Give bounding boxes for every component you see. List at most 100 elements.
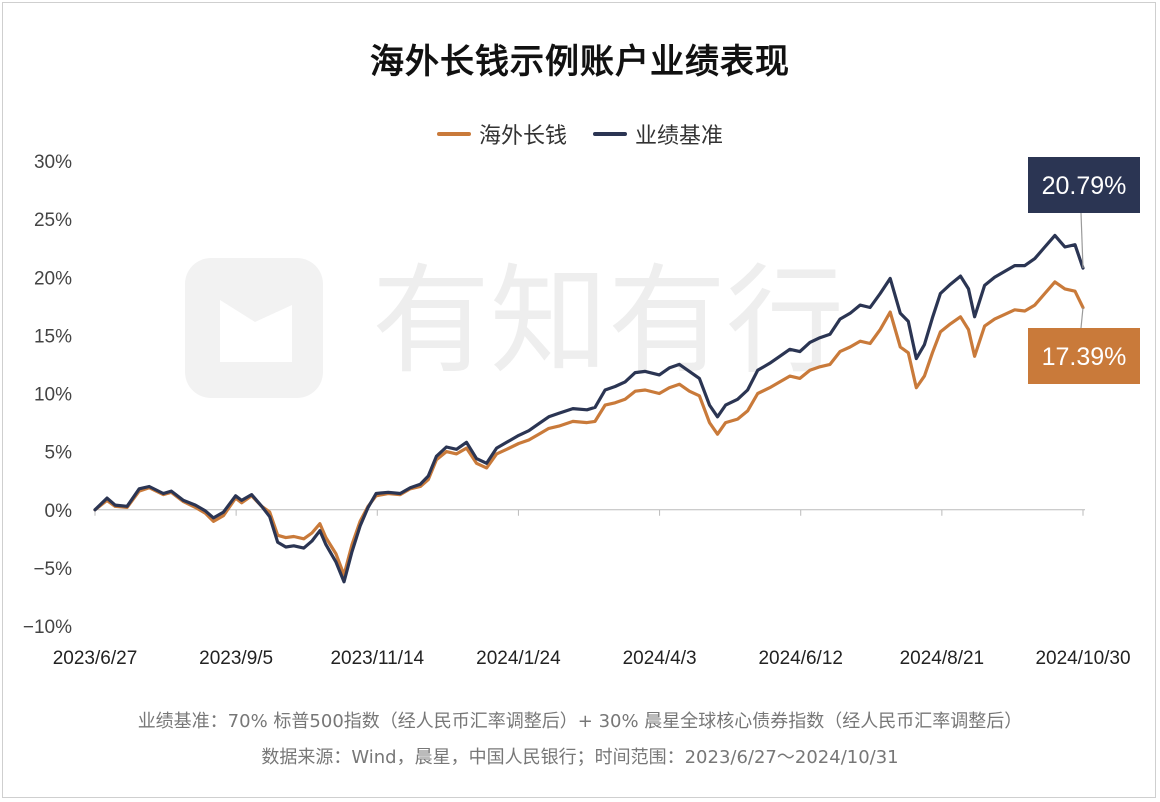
series-point-0 — [1014, 309, 1016, 311]
series-point-1 — [387, 491, 389, 493]
y-tick-label: 25% — [34, 210, 72, 231]
series-point-0 — [604, 404, 606, 406]
series-point-0 — [548, 427, 550, 429]
series-point-0 — [351, 544, 353, 546]
series-point-1 — [819, 337, 821, 339]
series-point-1 — [1064, 246, 1066, 248]
series-point-0 — [303, 538, 305, 540]
series-point-0 — [809, 369, 811, 371]
series-point-1 — [634, 371, 636, 374]
series-point-1 — [594, 406, 596, 409]
series-point-0 — [496, 453, 498, 455]
series-point-0 — [839, 351, 841, 353]
y-tick-label: 15% — [34, 326, 72, 347]
series-point-1 — [839, 318, 841, 320]
series-point-0 — [678, 383, 680, 385]
series-point-0 — [212, 520, 215, 522]
series-point-0 — [869, 342, 871, 345]
series-point-0 — [819, 366, 821, 368]
series-point-0 — [586, 421, 588, 424]
series-point-0 — [668, 387, 670, 389]
x-tick-label: 2024/1/24 — [476, 648, 561, 669]
series-point-0 — [658, 392, 660, 395]
legend-label-benchmark: 业绩基准 — [635, 124, 724, 149]
series-point-1 — [319, 530, 321, 532]
x-tick-label: 2024/4/3 — [623, 648, 697, 669]
series-point-1 — [269, 516, 271, 518]
series-point-1 — [668, 367, 670, 369]
series-point-0 — [445, 451, 448, 453]
watermark-logo-mark — [220, 300, 292, 362]
series-point-0 — [879, 328, 881, 331]
line-chart: 有知有行 30% 25% 20% 15% 10% 5% 0% −5% −10% 2023/6/27… — [23, 152, 1140, 669]
series-point-1 — [915, 358, 917, 360]
series-point-1 — [148, 485, 150, 488]
series-point-1 — [678, 363, 680, 366]
series-point-1 — [212, 517, 215, 519]
series-point-1 — [716, 416, 719, 418]
end-label-account: 17.39% — [1042, 343, 1127, 371]
series-point-0 — [475, 462, 478, 464]
series-point-1 — [1044, 246, 1046, 248]
series-point-0 — [899, 346, 901, 348]
series-point-1 — [455, 448, 458, 450]
series-point-0 — [644, 389, 646, 391]
series-point-0 — [311, 532, 313, 534]
series-point-0 — [222, 514, 225, 517]
series-point-0 — [1024, 310, 1026, 312]
series-point-1 — [994, 276, 996, 278]
series-point-1 — [939, 292, 942, 295]
series-point-1 — [799, 351, 801, 353]
y-tick-label: −10% — [23, 617, 72, 638]
series-point-0 — [285, 537, 287, 539]
series-point-0 — [889, 311, 891, 313]
x-tick-label: 2023/9/5 — [199, 648, 273, 669]
series-point-1 — [789, 348, 791, 350]
y-tick-label: 20% — [34, 268, 72, 289]
series-point-1 — [604, 389, 606, 391]
series-point-1 — [724, 404, 727, 406]
series-lines — [93, 233, 1085, 584]
series-point-0 — [594, 420, 596, 422]
series-point-0 — [1004, 313, 1006, 316]
series-point-0 — [737, 418, 739, 420]
series-point-0 — [528, 439, 530, 441]
series-point-0 — [747, 410, 749, 412]
series-point-1 — [475, 458, 478, 460]
series-point-1 — [303, 547, 305, 549]
end-label-account-box — [1028, 328, 1140, 384]
legend-label-account: 海外长钱 — [478, 124, 567, 149]
series-point-1 — [829, 333, 831, 335]
y-tick-label: 10% — [34, 385, 72, 406]
series-point-0 — [949, 323, 952, 325]
series-point-1 — [1004, 270, 1006, 273]
watermark-text: 有知有行 — [372, 252, 844, 390]
series-point-1 — [809, 341, 811, 343]
series-point-0 — [973, 355, 976, 357]
series-point-1 — [427, 475, 429, 477]
legend-item-benchmark: 业绩基准 — [593, 118, 723, 150]
series-point-1 — [285, 546, 287, 548]
series-point-1 — [518, 434, 520, 436]
series-point-0 — [624, 398, 626, 400]
series-point-1 — [240, 499, 243, 502]
series-point-1 — [624, 381, 626, 383]
series-point-1 — [251, 494, 253, 496]
series-point-1 — [343, 581, 345, 583]
series-point-1 — [1034, 258, 1036, 260]
series-point-1 — [959, 275, 962, 277]
series-point-1 — [572, 408, 574, 410]
end-label-benchmark-leader — [1080, 212, 1084, 269]
x-tick-label: 2024/6/12 — [758, 648, 843, 669]
series-point-1 — [869, 306, 871, 309]
series-point-1 — [747, 389, 749, 391]
series-point-1 — [698, 377, 701, 379]
benchmark-footnote: 业绩基准：70% 标普500指数（经人民币汇率调整后）+ 30% 晨星全球核心债… — [137, 711, 1023, 732]
series-point-0 — [789, 375, 791, 377]
series-point-0 — [779, 381, 781, 383]
series-point-0 — [335, 553, 337, 555]
series-point-1 — [435, 455, 437, 457]
series-point-0 — [277, 534, 279, 536]
series-point-1 — [335, 561, 337, 563]
series-point-1 — [586, 409, 588, 411]
